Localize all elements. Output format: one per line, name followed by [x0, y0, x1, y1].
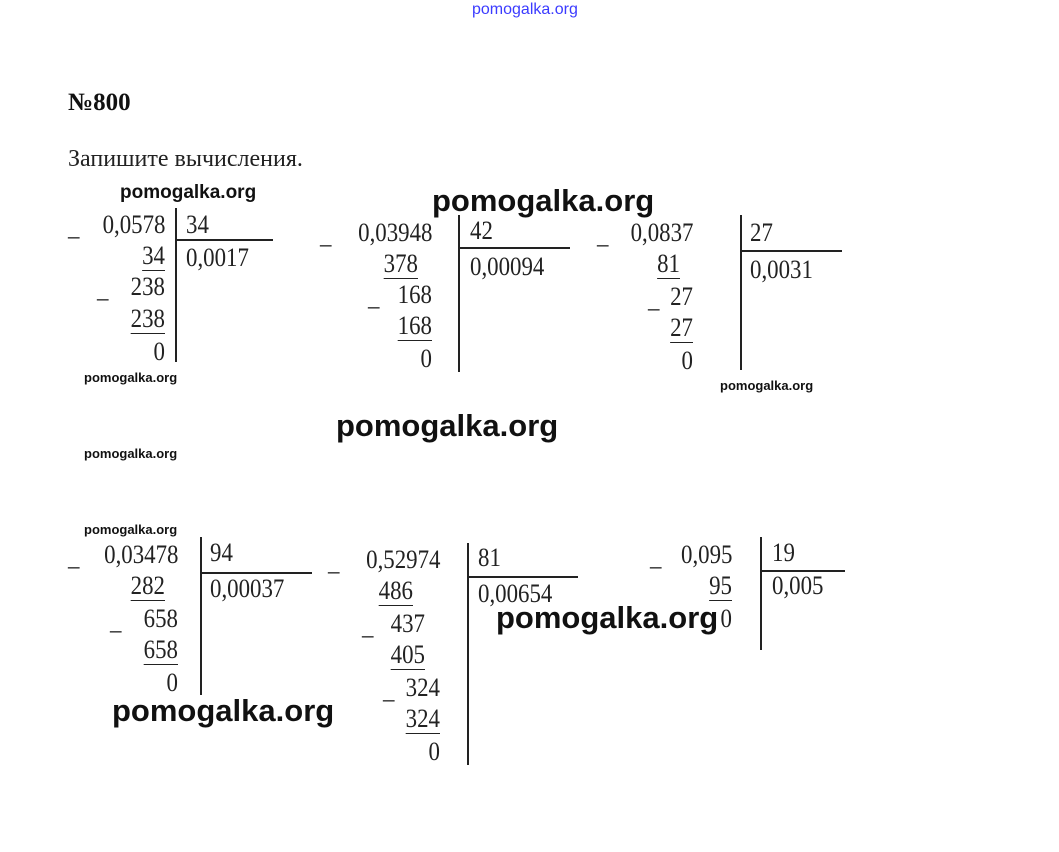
watermark: pomogalka.org [84, 446, 178, 461]
minus-sign: _ [383, 675, 395, 704]
division-step: 324 [405, 673, 440, 702]
watermark: pomogalka.org [84, 522, 178, 537]
divisor: 42 [470, 216, 493, 245]
quotient: 0,00037 [210, 574, 285, 603]
minus-sign: _ [362, 611, 374, 640]
watermark: pomogalka.org [432, 183, 655, 218]
division-step: 81 [657, 249, 680, 279]
division-step: 238 [130, 272, 165, 301]
division-step: 658 [143, 635, 178, 665]
division-horizontal-line [175, 239, 273, 241]
quotient: 0,00094 [470, 252, 545, 281]
instruction-text: Запишите вычисления. [68, 146, 303, 172]
divisor: 94 [210, 538, 233, 567]
minus-sign: _ [648, 284, 660, 313]
dividend: 0,03478 [103, 540, 178, 569]
division-step: 378 [383, 249, 418, 279]
minus-sign: _ [368, 282, 380, 311]
minus-sign: _ [328, 547, 340, 576]
division-step: 437 [390, 609, 425, 638]
header-watermark: pomogalka.org [472, 1, 578, 18]
division-step: 27 [670, 313, 693, 343]
division-step: 27 [670, 282, 693, 311]
problem-number: №800 [68, 89, 131, 116]
division-step: 0 [166, 668, 178, 697]
dividend: 0,03948 [357, 218, 432, 247]
watermark: pomogalka.org [336, 408, 559, 443]
division-step: 238 [130, 304, 165, 334]
minus-sign: _ [68, 212, 80, 241]
minus-sign: _ [320, 220, 332, 249]
watermark: pomogalka.org [112, 693, 335, 728]
divisor: 19 [772, 538, 795, 567]
quotient: 0,0031 [750, 255, 813, 284]
division-vertical-line [458, 215, 460, 372]
division-horizontal-line [740, 250, 842, 252]
watermark: pomogalka.org [84, 370, 178, 385]
division-horizontal-line [760, 570, 845, 572]
dividend: 0,52974 [365, 545, 440, 574]
divisor: 27 [750, 218, 773, 247]
division-horizontal-line [200, 572, 312, 574]
division-vertical-line [740, 215, 742, 370]
division-step: 324 [405, 704, 440, 734]
division-step: 282 [130, 571, 165, 601]
division-vertical-line [200, 537, 202, 695]
minus-sign: _ [68, 542, 80, 571]
minus-sign: _ [597, 220, 609, 249]
division-step: 0 [428, 737, 440, 766]
division-step: 0 [681, 346, 693, 375]
quotient: 0,00654 [478, 579, 553, 608]
division-step: 168 [397, 280, 432, 309]
divisor: 34 [186, 210, 209, 239]
division-horizontal-line [458, 247, 570, 249]
division-step: 95 [709, 571, 732, 601]
watermark: pomogalka.org [496, 600, 719, 635]
minus-sign: _ [110, 606, 122, 635]
division-step: 405 [390, 640, 425, 670]
division-horizontal-line [467, 576, 578, 578]
division-step: 168 [397, 311, 432, 341]
division-vertical-line [467, 543, 469, 765]
dividend: 0,095 [680, 540, 732, 569]
minus-sign: _ [97, 274, 109, 303]
minus-sign: _ [650, 542, 662, 571]
quotient: 0,005 [772, 571, 824, 600]
dividend: 0,0578 [102, 210, 165, 239]
division-step: 34 [142, 241, 165, 271]
divisor: 81 [478, 543, 501, 572]
watermark: pomogalka.org [720, 378, 814, 393]
division-step: 0 [720, 604, 732, 633]
dividend: 0,0837 [630, 218, 693, 247]
division-step: 486 [378, 576, 413, 606]
division-step: 0 [153, 337, 165, 366]
division-step: 658 [143, 604, 178, 633]
watermark: pomogalka.org [120, 182, 257, 203]
division-vertical-line [760, 537, 762, 650]
division-step: 0 [420, 344, 432, 373]
quotient: 0,0017 [186, 243, 249, 272]
division-vertical-line [175, 208, 177, 362]
